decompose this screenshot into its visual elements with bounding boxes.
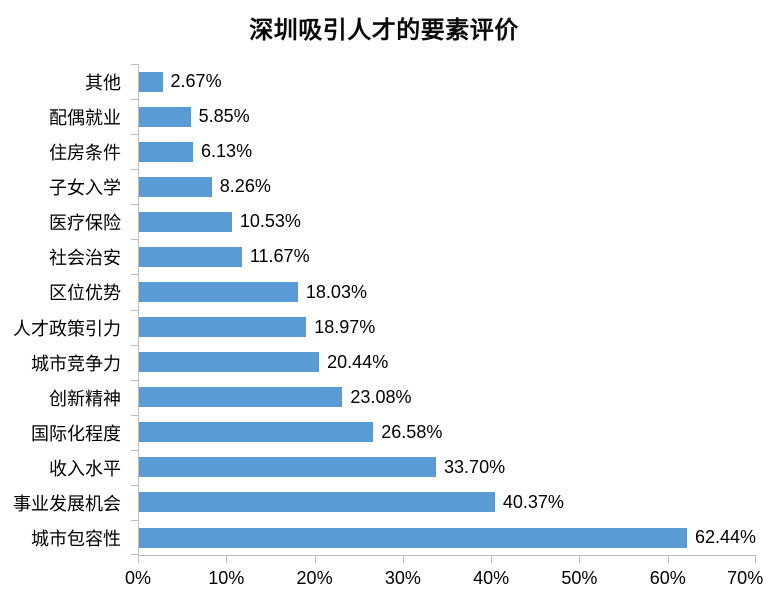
bar	[139, 106, 191, 127]
value-label: 5.85%	[198, 106, 250, 127]
category-label: 事业发展机会	[13, 494, 121, 515]
value-axis-tick-label: 0%	[124, 568, 152, 588]
bar-rows: 2.67% 5.85% 6.13% 8.26% 10.53% 11.67% 18.03% 18…	[139, 64, 756, 555]
category-axis-tick	[131, 414, 139, 416]
value-label: 11.67%	[249, 246, 310, 267]
category-axis-tick	[131, 64, 139, 65]
value-label: 62.44%	[694, 527, 756, 548]
category-label: 区位优势	[49, 283, 121, 304]
value-axis-tick	[138, 556, 139, 563]
category-axis: 其他配偶就业住房条件子女入学医疗保险社会治安区位优势人才政策引力城市竞争力创新精…	[0, 64, 130, 556]
bar-row: 33.70%	[139, 450, 756, 485]
bar	[139, 387, 343, 408]
category-label: 社会治安	[49, 248, 121, 269]
category-axis-tick	[131, 484, 139, 486]
bar-row: 62.44%	[139, 520, 756, 555]
value-axis-tick	[579, 556, 581, 563]
category-axis-tick	[131, 449, 139, 451]
value-label: 18.03%	[305, 281, 367, 302]
category-axis-tick	[131, 274, 139, 276]
value-label: 8.26%	[219, 176, 271, 197]
chart-title: 深圳吸引人才的要素评价	[249, 17, 519, 44]
category-axis-tick	[131, 169, 139, 171]
bar	[139, 492, 495, 513]
value-label: 26.58%	[381, 421, 443, 442]
category-axis-tick	[131, 134, 139, 136]
value-axis-tick	[755, 556, 756, 563]
bar-row: 10.53%	[139, 204, 756, 239]
value-label: 23.08%	[350, 386, 412, 407]
value-label: 20.44%	[327, 351, 389, 372]
bar-row: 26.58%	[139, 415, 756, 450]
value-axis-tick-label: 20%	[296, 568, 333, 588]
bar	[139, 352, 320, 373]
category-label: 住房条件	[49, 142, 121, 163]
bar	[139, 176, 212, 197]
bar	[139, 71, 163, 92]
category-label: 收入水平	[49, 459, 121, 480]
category-label: 子女入学	[49, 177, 121, 198]
category-axis-tick	[131, 554, 139, 555]
category-label: 其他	[85, 72, 121, 93]
plot-area: 2.67% 5.85% 6.13% 8.26% 10.53% 11.67% 18.03% 18…	[131, 64, 756, 556]
bar	[139, 246, 242, 267]
value-label: 40.37%	[502, 491, 564, 512]
category-axis-tick	[131, 519, 139, 521]
bar-row: 23.08%	[139, 380, 756, 415]
category-axis-tick	[131, 99, 139, 101]
bar-row: 2.67%	[139, 64, 756, 99]
category-label: 医疗保险	[49, 213, 121, 234]
value-label: 10.53%	[239, 211, 301, 232]
bar	[139, 317, 307, 338]
bar-row: 8.26%	[139, 169, 756, 204]
category-label: 创新精神	[49, 388, 121, 409]
value-label: 6.13%	[201, 141, 253, 162]
value-axis-tick-label: 70%	[727, 568, 764, 588]
value-label: 18.97%	[314, 316, 376, 337]
category-label: 城市包容性	[31, 529, 121, 550]
value-axis-tick-label: 10%	[208, 568, 245, 588]
category-label: 国际化程度	[31, 423, 121, 444]
value-axis-tick-label: 60%	[649, 568, 686, 588]
value-axis-tick	[314, 556, 316, 563]
bar-row: 20.44%	[139, 345, 756, 380]
bar-row: 6.13%	[139, 134, 756, 169]
value-axis-tick-label: 40%	[473, 568, 510, 588]
bar-row: 40.37%	[139, 485, 756, 520]
value-label: 2.67%	[170, 71, 222, 92]
bar	[139, 527, 687, 548]
bar	[139, 457, 437, 478]
bar-row: 18.97%	[139, 310, 756, 345]
value-axis-tick-label: 30%	[384, 568, 421, 588]
bar-row: 18.03%	[139, 274, 756, 309]
bar-row: 5.85%	[139, 99, 756, 134]
category-axis-tick	[131, 379, 139, 381]
value-axis-tick-label: 50%	[561, 568, 598, 588]
bar	[139, 422, 374, 443]
category-label: 人才政策引力	[13, 318, 121, 339]
value-axis-tick	[491, 556, 493, 563]
category-label: 城市竞争力	[31, 353, 121, 374]
value-axis-tick	[226, 556, 228, 563]
bar-row: 11.67%	[139, 239, 756, 274]
category-axis-tick	[131, 309, 139, 311]
category-label: 配偶就业	[49, 107, 121, 128]
value-label: 33.70%	[444, 456, 506, 477]
category-axis-tick	[131, 344, 139, 346]
bar	[139, 211, 232, 232]
value-axis: 0% 10% 20% 30% 40% 50% 60% 70%	[125, 556, 763, 596]
bar	[139, 282, 298, 302]
category-axis-tick	[131, 239, 139, 241]
bar	[139, 141, 194, 162]
value-axis-tick	[402, 556, 404, 563]
value-axis-tick	[667, 556, 669, 563]
category-axis-tick	[131, 204, 139, 206]
